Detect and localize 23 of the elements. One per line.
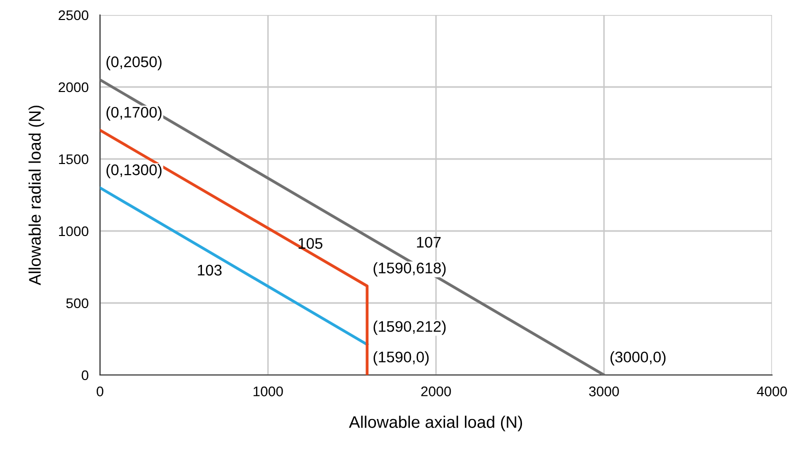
annotation: (1590,212) [374,320,446,335]
annotation: (0,2050) [106,56,162,70]
y-tick-label: 1000 [59,226,88,236]
annotation: (0,1300) [106,164,162,178]
x-tick-label: 2000 [421,386,451,396]
series-label: 107 [417,236,441,248]
series-label: 105 [298,238,322,249]
annotation: (1590,0) [374,351,429,366]
annotation: (3000,0) [610,351,666,366]
x-tick-label: 0 [96,386,104,396]
annotation: (0,1700) [106,106,162,121]
y-tick-label: 0 [82,370,88,380]
x-tick-label: 4000 [756,386,787,396]
annotation: (1590,618) [374,262,446,276]
y-axis-title: Allowable radial load (N) [28,106,44,286]
y-tick-label: 500 [66,298,88,308]
x-axis-title: Allowable axial load (N) [348,416,522,432]
series-label: 103 [198,264,222,276]
y-tick-label: 1500 [59,154,88,164]
x-tick-label: 1000 [254,386,283,396]
x-tick-label: 3000 [589,386,619,396]
y-tick-label: 2500 [58,10,88,20]
y-tick-label: 2000 [58,82,88,92]
